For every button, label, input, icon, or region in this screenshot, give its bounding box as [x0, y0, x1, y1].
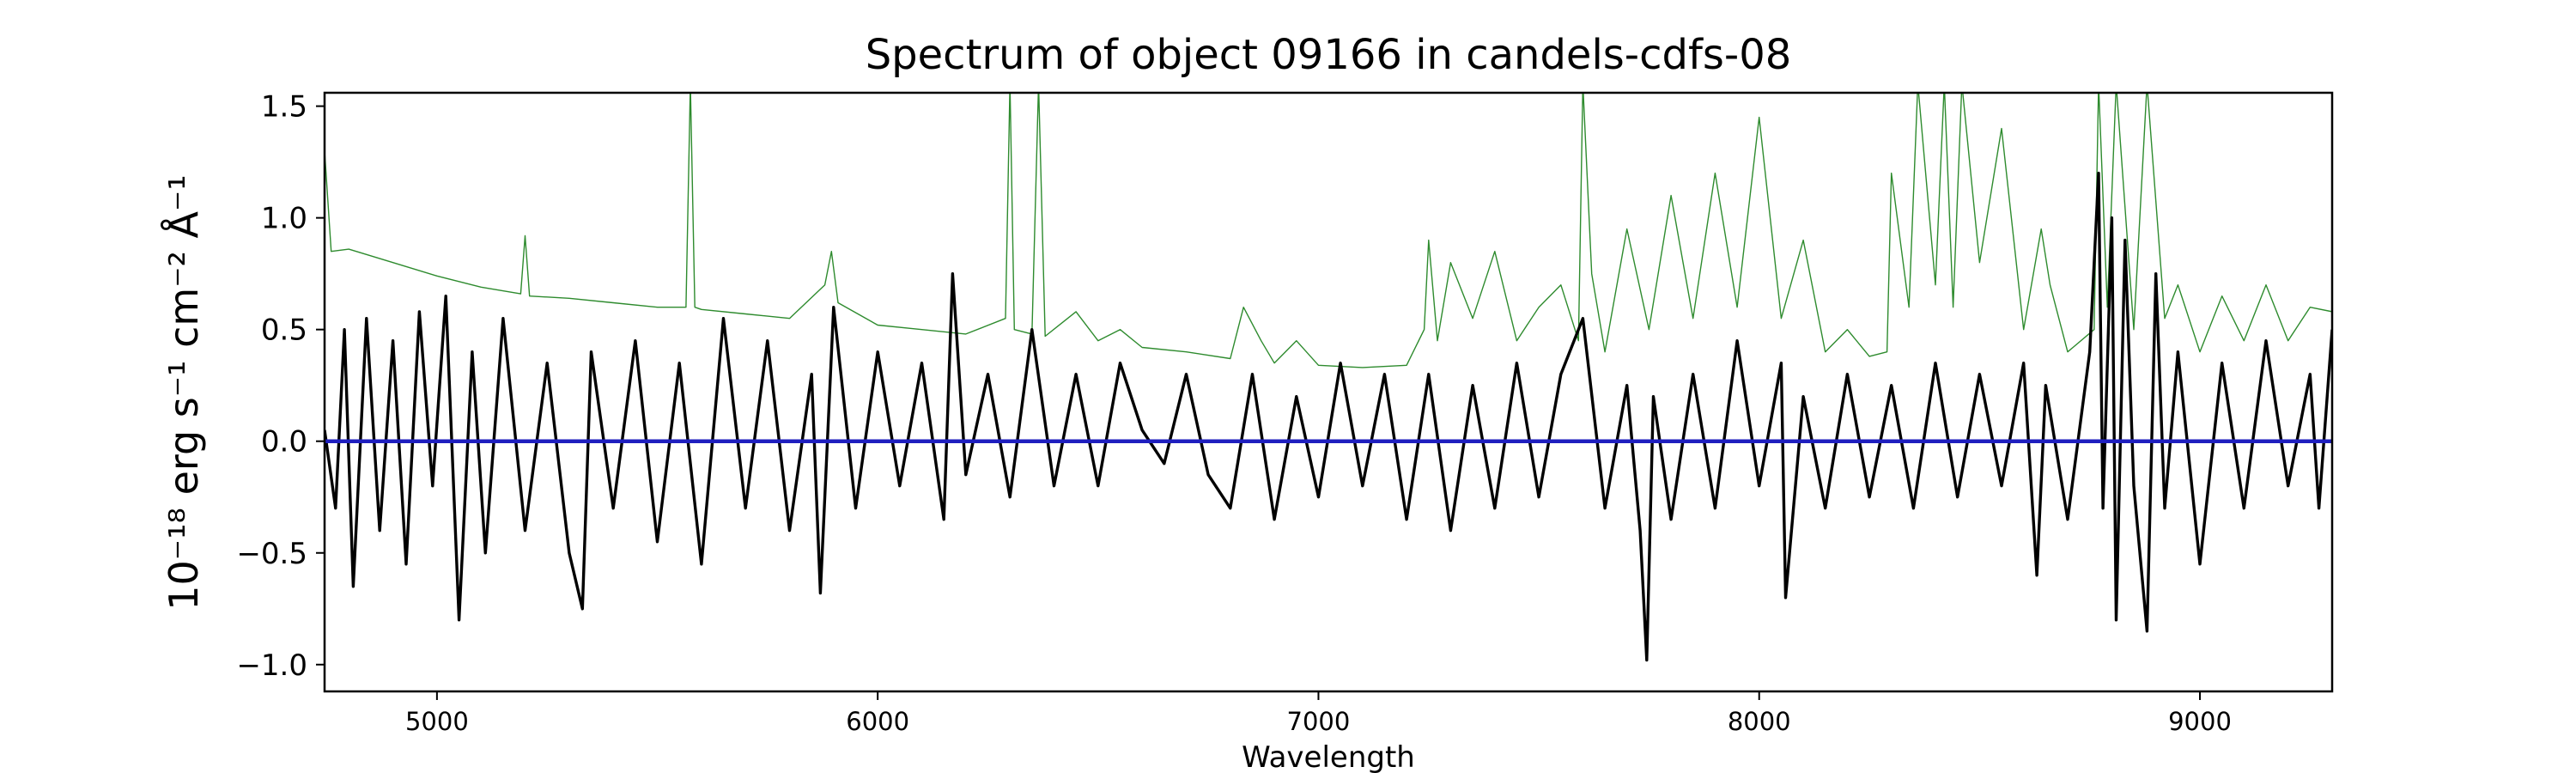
x-tick-label: 5000 [405, 707, 469, 736]
y-axis-ticks: 1.5 1.0 0.5 0.0 −0.5 −1.0 [236, 90, 325, 683]
chart-title: Spectrum of object 09166 in candels-cdfs… [866, 31, 1792, 79]
plot-frame [323, 91, 2334, 693]
y-tick-label: −0.5 [236, 537, 307, 571]
y-tick-label: −1.0 [236, 648, 307, 683]
x-tick-label: 7000 [1287, 707, 1351, 736]
x-tick-label: 6000 [846, 707, 909, 736]
x-tick-label: 9000 [2168, 707, 2232, 736]
y-tick-label: 1.0 [261, 202, 307, 236]
series-layer [325, 93, 2332, 662]
x-tick-label: 8000 [1728, 707, 1791, 736]
x-axis-label: Wavelength [1242, 740, 1415, 773]
series-line-error [325, 93, 2332, 368]
series-line-flux [325, 171, 2332, 662]
y-tick-label: 1.5 [261, 90, 307, 125]
y-axis-label: 10⁻¹⁸ erg s⁻¹ cm⁻² Å⁻¹ [161, 174, 207, 610]
y-tick-label: 0.0 [261, 425, 307, 460]
y-tick-label: 0.5 [261, 313, 307, 348]
x-axis-ticks: 5000 6000 7000 8000 9000 [405, 691, 2232, 736]
